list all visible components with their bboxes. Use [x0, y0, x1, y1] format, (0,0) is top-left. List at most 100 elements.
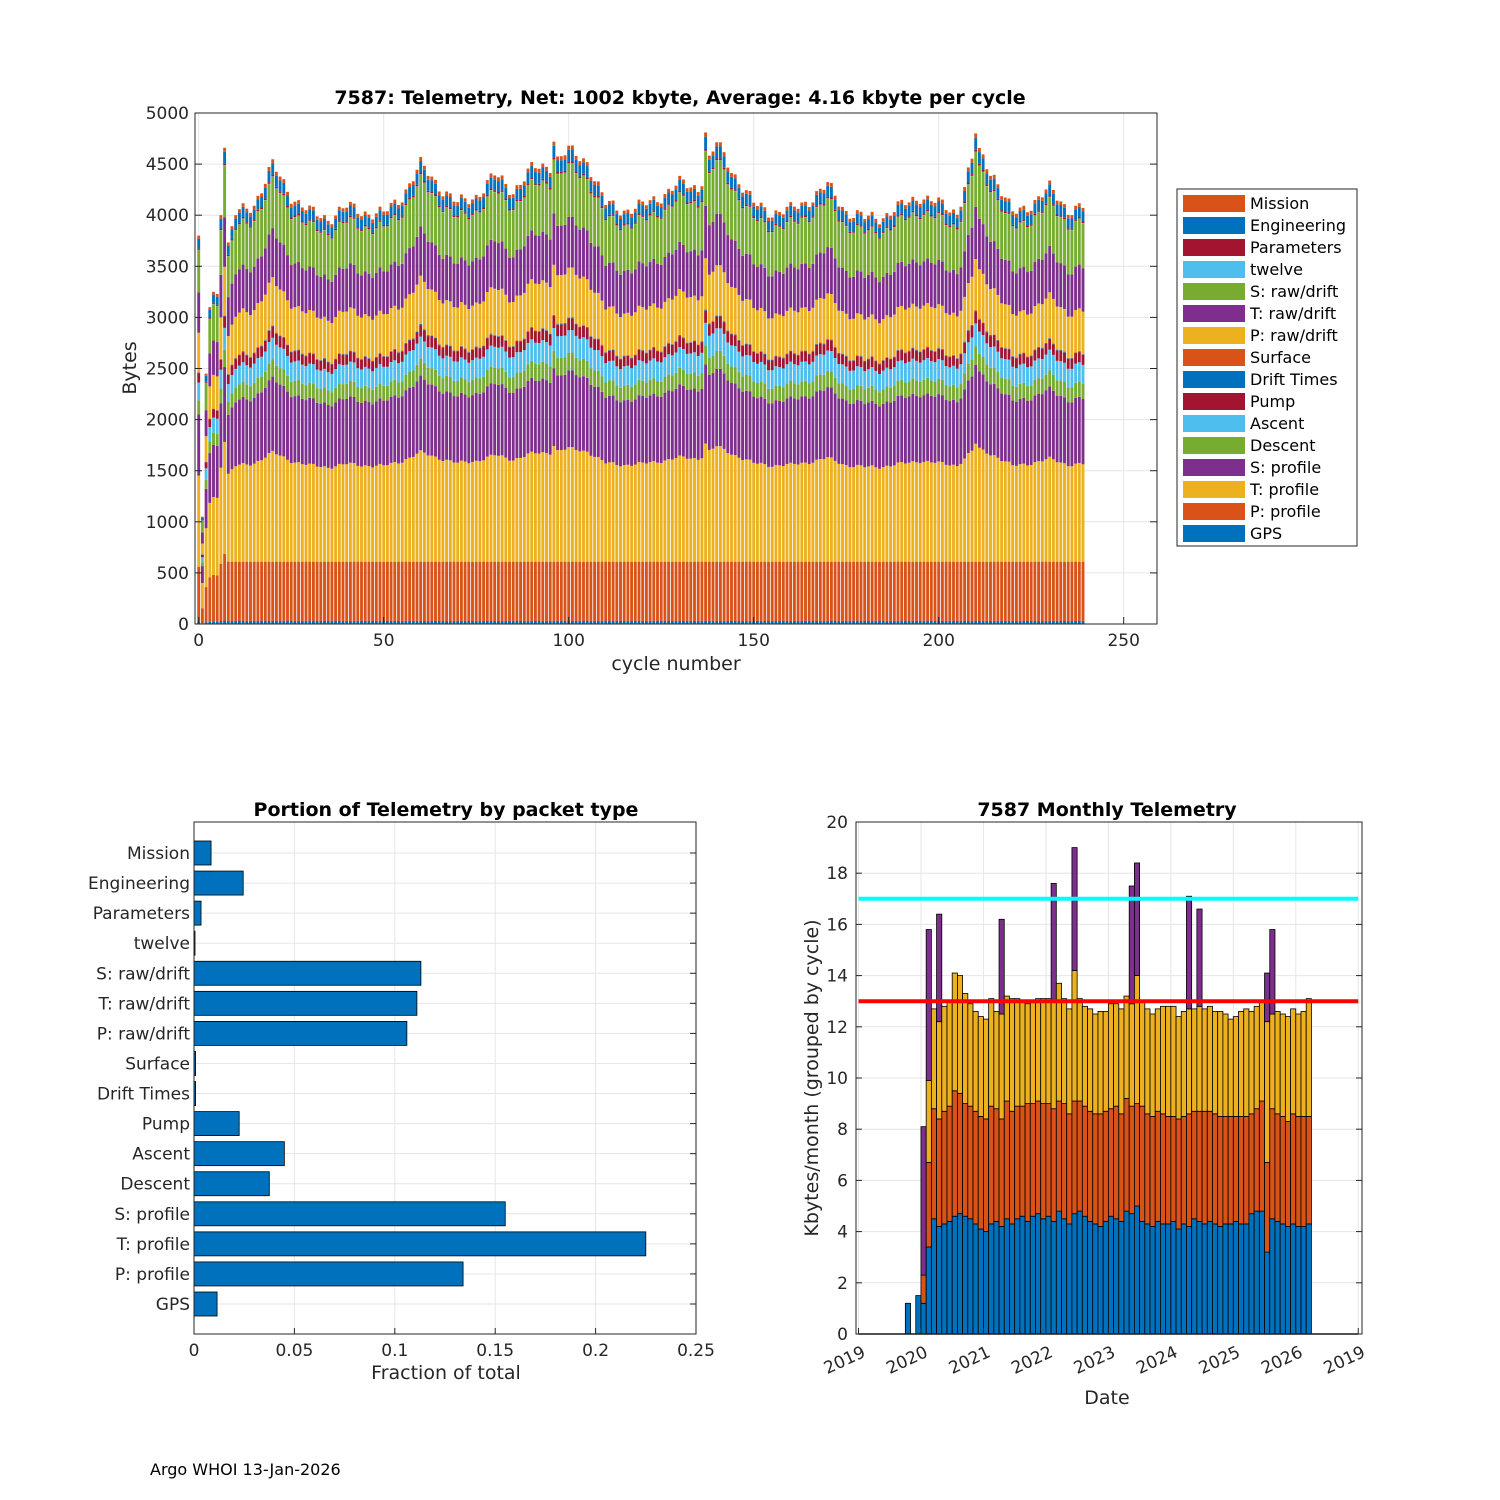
top-bar-segment [241, 381, 245, 397]
top-bar-segment [563, 170, 567, 173]
top-bar-segment [215, 621, 219, 624]
top-bar-segment [1040, 358, 1044, 379]
br-bar-segment [1217, 1011, 1224, 1117]
top-bar-segment [267, 234, 271, 283]
top-bar-segment [604, 208, 608, 219]
top-bar-segment [637, 348, 641, 350]
top-bar-segment [685, 389, 689, 459]
top-bar-segment [940, 305, 944, 349]
top-bar-segment [545, 380, 548, 453]
br-bar-segment [1160, 1223, 1167, 1335]
top-bar-segment [593, 338, 597, 340]
top-bar-segment [707, 323, 711, 324]
top-bar-segment [459, 198, 463, 209]
bl-bar [193, 1111, 240, 1136]
top-y-tick-label: 1500 [146, 462, 189, 482]
top-bar-segment [815, 620, 819, 624]
top-bar-segment [885, 367, 889, 387]
top-bar-segment [859, 400, 863, 466]
top-bar-segment [456, 217, 460, 264]
top-bar-segment [378, 210, 382, 221]
top-bar-segment [500, 561, 504, 621]
top-bar-segment [408, 339, 412, 341]
top-bar-segment [559, 173, 563, 226]
top-bar-segment [234, 274, 238, 317]
br-bar-segment [1050, 1220, 1057, 1335]
top-bar-segment [397, 266, 400, 310]
top-bar-segment [700, 296, 704, 342]
top-bar-segment [363, 620, 367, 624]
top-bar-segment [900, 620, 904, 624]
top-bar-segment [1018, 364, 1022, 384]
top-bar-segment [903, 353, 907, 364]
top-bar-segment [426, 192, 430, 242]
top-bar-segment [952, 312, 955, 355]
br-x-tick-label: 2022 [1008, 1342, 1056, 1378]
top-bar-segment [1044, 390, 1048, 460]
top-bar-segment [937, 561, 941, 621]
top-bar-segment [926, 358, 930, 378]
top-bar-segment [1048, 338, 1052, 350]
top-bar-segment [519, 295, 523, 341]
top-bar-segment [992, 189, 996, 192]
top-bar-segment [334, 561, 338, 621]
top-bar-segment [796, 208, 800, 213]
top-bar-segment [282, 336, 286, 338]
top-bar-segment [970, 376, 974, 451]
top-bar-segment [352, 351, 356, 352]
br-bar-segment [1258, 1210, 1265, 1335]
top-bar-segment [548, 366, 552, 383]
top-bar-segment [804, 561, 807, 621]
top-bar-segment [626, 355, 630, 366]
top-bar-segment [826, 620, 830, 624]
top-bar-segment [789, 263, 793, 308]
top-bar-segment [1014, 386, 1018, 402]
top-bar-segment [1070, 358, 1074, 369]
top-bar-segment [900, 379, 904, 396]
top-bar-segment [907, 218, 911, 264]
top-bar-segment [1040, 561, 1044, 621]
top-bar-segment [197, 414, 201, 476]
top-bar-segment [585, 360, 589, 378]
top-bar-segment [767, 318, 770, 360]
top-bar-segment [334, 359, 338, 370]
top-bar-segment [271, 359, 275, 377]
top-bar-segment [282, 337, 286, 349]
top-bar-segment [215, 575, 219, 622]
top-bar-segment [730, 172, 733, 177]
top-bar-segment [715, 146, 719, 159]
top-bar-segment [445, 191, 449, 196]
top-bar-segment [545, 181, 548, 184]
top-bar-segment [907, 381, 911, 397]
top-bar-segment [663, 620, 667, 624]
top-bar-segment [752, 216, 756, 218]
br-bar-segment [904, 1302, 911, 1335]
top-bar-segment [204, 382, 208, 411]
top-bar-segment [422, 165, 426, 170]
top-bar-segment [1018, 464, 1022, 562]
top-bar-segment [323, 316, 326, 359]
top-bar-segment [385, 620, 389, 624]
top-bar-segment [297, 214, 301, 216]
top-bar-segment [944, 356, 948, 367]
top-bar-segment [796, 354, 800, 355]
top-bar-segment [537, 364, 541, 381]
top-bar-segment [463, 260, 467, 305]
top-bar-segment [511, 392, 515, 461]
top-bar-segment [537, 380, 541, 454]
top-bar-segment [459, 345, 463, 347]
top-bar-segment [582, 376, 585, 451]
br-bar-segment [1102, 1220, 1109, 1335]
top-bar-segment [989, 620, 992, 624]
top-bar-segment [892, 271, 896, 315]
top-bar-segment [781, 620, 785, 624]
top-bar-segment [234, 215, 238, 219]
top-bar-segment [737, 372, 741, 389]
top-bar-segment [985, 381, 989, 454]
top-bar-segment [693, 185, 696, 189]
top-bar-segment [274, 382, 278, 455]
top-bar-segment [456, 462, 460, 562]
top-bar-segment [670, 344, 674, 345]
top-bar-segment [282, 620, 286, 624]
top-bar-segment [504, 561, 508, 621]
